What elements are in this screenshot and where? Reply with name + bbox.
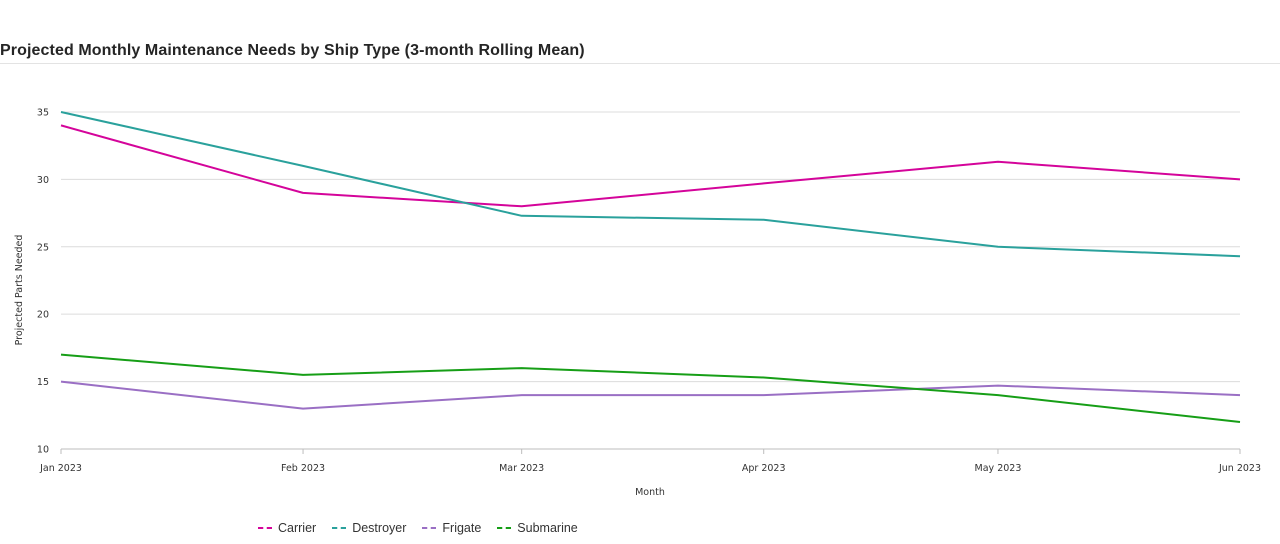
y-tick-label: 30 <box>37 175 49 186</box>
x-tick-label: Apr 2023 <box>742 463 786 474</box>
series-line-submarine <box>60 353 1241 423</box>
x-tick-label: Jan 2023 <box>39 463 82 474</box>
x-tick-label: May 2023 <box>975 463 1022 474</box>
series-line-carrier <box>60 124 1241 208</box>
legend-item-frigate[interactable]: Frigate <box>422 521 481 535</box>
legend-label: Frigate <box>442 521 482 535</box>
legend-label: Submarine <box>517 521 578 535</box>
title-divider <box>0 63 1280 64</box>
y-tick-label: 10 <box>37 445 49 456</box>
x-tick-label: Mar 2023 <box>499 463 544 474</box>
y-axis-label: Projected Parts Needed <box>14 235 25 346</box>
legend-swatch <box>332 527 347 529</box>
legend-item-submarine[interactable]: Submarine <box>497 521 578 535</box>
series-line-frigate <box>60 380 1241 410</box>
x-axis-label: Month <box>635 487 665 498</box>
legend: Carrier Destroyer Frigate Submarine <box>258 521 578 535</box>
legend-label: Destroyer <box>352 521 407 535</box>
grid-lines <box>61 111 1240 450</box>
series-lines <box>60 111 1241 423</box>
legend-label: Carrier <box>278 521 317 535</box>
x-axis-ticks: Jan 2023 Feb 2023 Mar 2023 Apr 2023 May 2023… <box>39 449 1261 474</box>
legend-swatch <box>497 527 512 529</box>
y-axis-ticks: 10 15 20 25 30 35 <box>37 107 49 455</box>
y-tick-label: 15 <box>37 377 49 388</box>
y-tick-label: 25 <box>37 242 49 253</box>
legend-item-carrier[interactable]: Carrier <box>258 521 316 535</box>
x-tick-label: Feb 2023 <box>281 463 325 474</box>
legend-swatch <box>422 527 437 529</box>
chart-title: Projected Monthly Maintenance Needs by S… <box>0 42 585 59</box>
legend-swatch <box>258 527 272 529</box>
legend-item-destroyer[interactable]: Destroyer <box>332 521 406 535</box>
series-line-destroyer <box>60 111 1241 258</box>
y-tick-label: 20 <box>37 310 49 321</box>
y-tick-label: 35 <box>37 107 49 118</box>
x-tick-label: Jun 2023 <box>1218 463 1261 474</box>
